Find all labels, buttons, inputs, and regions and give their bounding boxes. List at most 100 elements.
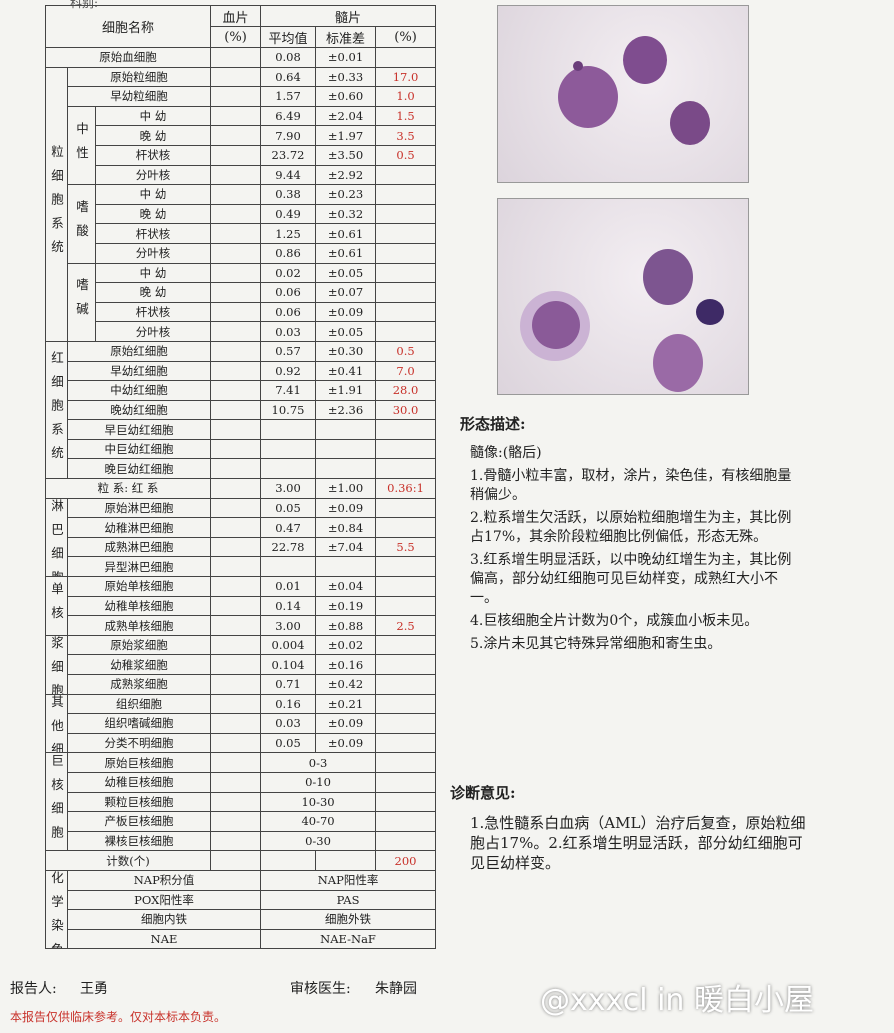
cell-name: 幼稚淋巴细胞 [66, 517, 212, 538]
empty-cell [210, 242, 262, 264]
empty-cell [375, 497, 437, 519]
smear-image [497, 198, 749, 395]
mean: 6.49 [260, 105, 317, 127]
cell-name: 早幼粒细胞 [66, 86, 212, 107]
cell-name: 幼稚巨核细胞 [66, 771, 212, 793]
mean: 0.06 [260, 301, 317, 323]
normal-range: 0-30 [260, 830, 377, 852]
cell-name: 组织细胞 [66, 693, 212, 715]
stain-name: PAS [260, 889, 437, 911]
marrow-pct: 2.5 [375, 615, 437, 636]
empty-cell [210, 517, 262, 538]
empty-cell [375, 203, 437, 225]
table-row: 中巨幼红细胞 [46, 438, 437, 460]
empty-cell [210, 830, 262, 852]
table-row: 晚幼红细胞 10.75 ±2.36 30.0 [46, 399, 437, 421]
cell-name: 分叶核 [94, 164, 212, 186]
cell-name: 幼稚浆细胞 [66, 654, 212, 675]
empty-cell [210, 654, 262, 675]
empty-cell [210, 66, 262, 88]
cell-name: 杆状核 [94, 301, 212, 323]
table-row: 杆状核 23.72 ±3.50 0.5 [46, 144, 437, 166]
empty-cell [210, 419, 262, 440]
cell-shape [643, 249, 693, 305]
empty-cell [210, 634, 262, 656]
stain-name: NAP积分值 [66, 869, 262, 891]
sd: ±0.09 [315, 301, 377, 323]
sd: ±2.36 [315, 399, 377, 421]
sd: ±0.01 [315, 47, 377, 68]
description-line: 髓像:(骼后) [470, 445, 542, 461]
empty-cell [375, 830, 437, 852]
marrow-pct: 0.5 [375, 144, 437, 166]
mean: 0.64 [260, 66, 317, 88]
cell-name: 裸核巨核细胞 [66, 830, 212, 852]
sd: ±1.97 [315, 125, 377, 146]
diagnosis-title: 诊断意见: [450, 784, 516, 802]
cell-name: 原始红细胞 [66, 340, 212, 362]
table-row: 早巨幼红细胞 [46, 419, 437, 440]
cell-name: 早幼红细胞 [66, 360, 212, 382]
stain-name: POX阳性率 [66, 889, 262, 911]
empty-cell [375, 419, 437, 440]
table-row: 晚 幼 0.49 ±0.32 [46, 203, 437, 225]
mean: 1.57 [260, 86, 317, 107]
diagnosis-text: 1.急性髓系白血病（AML）治疗后复查，原始粒细胞占17%。2.红系增生明显活跃… [470, 814, 806, 872]
table-row: 幼稚巨核细胞 0-10 [46, 771, 437, 793]
empty-cell [210, 282, 262, 303]
sd: ±3.50 [315, 144, 377, 166]
marrow-pct: 1.0 [375, 86, 437, 107]
sd: ±0.05 [315, 262, 377, 284]
table-row: 分类不明细胞 0.05 ±0.09 [46, 732, 437, 754]
subgroup-label: 嗜酸 [67, 184, 96, 264]
empty-cell [375, 732, 437, 754]
empty-cell [315, 419, 377, 440]
cell-name: 成熟单核细胞 [66, 615, 212, 636]
empty-cell [210, 184, 262, 205]
table-row: 分叶核 0.86 ±0.61 [46, 242, 437, 264]
empty-cell [210, 105, 262, 127]
table-row: 中性中 幼 6.49 ±2.04 1.5 [46, 105, 437, 186]
empty-cell [210, 399, 262, 421]
table-head: 细胞名称 血片 髓片 (%) 平均值 标准差 (%) [44, 5, 437, 48]
cell-shape [623, 36, 667, 84]
empty-cell [210, 164, 262, 186]
col-header: 髓片 [260, 5, 437, 27]
col-header: 细胞名称 [44, 5, 212, 48]
cell-name: 原始淋巴细胞 [66, 497, 212, 519]
empty-cell [210, 713, 262, 734]
description-line: 1.骨髓小粒丰富，取材，涂片，染色佳，有核细胞量稍偏少。 [470, 468, 792, 503]
empty-cell [375, 164, 437, 186]
table-row: 巨核细胞 原始巨核细胞 0-3 [45, 752, 437, 852]
table-row: 早幼粒细胞 1.57 ±0.60 1.0 [46, 86, 437, 107]
cell-name: 成熟淋巴细胞 [66, 536, 212, 558]
sd: ±0.61 [315, 242, 377, 264]
sd: ±0.09 [315, 713, 377, 734]
marrow-pct: 30.0 [375, 399, 437, 421]
sd: ±0.42 [315, 674, 377, 695]
mean: 0.004 [260, 634, 317, 656]
table-row: POX阳性率 PAS [46, 889, 437, 911]
table-row: 粒 系: 红 系 3.00 ±1.00 0.36:1 [44, 478, 437, 499]
col-header: (%) [210, 26, 262, 48]
mean: 23.72 [260, 144, 317, 166]
empty-cell [375, 556, 437, 578]
cell-name: 产板巨核细胞 [66, 811, 212, 832]
mean: 0.71 [260, 674, 317, 695]
empty-cell [210, 360, 262, 382]
cell-name: 中 幼 [94, 184, 212, 205]
cell-name: 杆状核 [94, 144, 212, 166]
reviewer-label: 审核医生: [290, 981, 351, 997]
table-body: 原始血细胞 0.08 ±0.01 粒细胞系统 原始粒细胞 0.64 ±0.33 17.0 早幼粒… [44, 47, 437, 950]
table-row: 单核 原始单核细胞 0.01 ±0.04 [45, 576, 437, 636]
normal-range: 0-10 [260, 771, 377, 793]
mean: 0.03 [260, 321, 317, 342]
empty-cell [210, 693, 262, 715]
empty-cell [375, 576, 437, 597]
subgroup-label: 嗜碱 [67, 262, 96, 342]
mean: 0.104 [260, 654, 317, 675]
sd: ±0.02 [315, 634, 377, 656]
mean: 0.03 [260, 713, 317, 734]
section-label: 淋巴细胞 [45, 497, 68, 578]
marrow-pct: 3.5 [375, 125, 437, 146]
